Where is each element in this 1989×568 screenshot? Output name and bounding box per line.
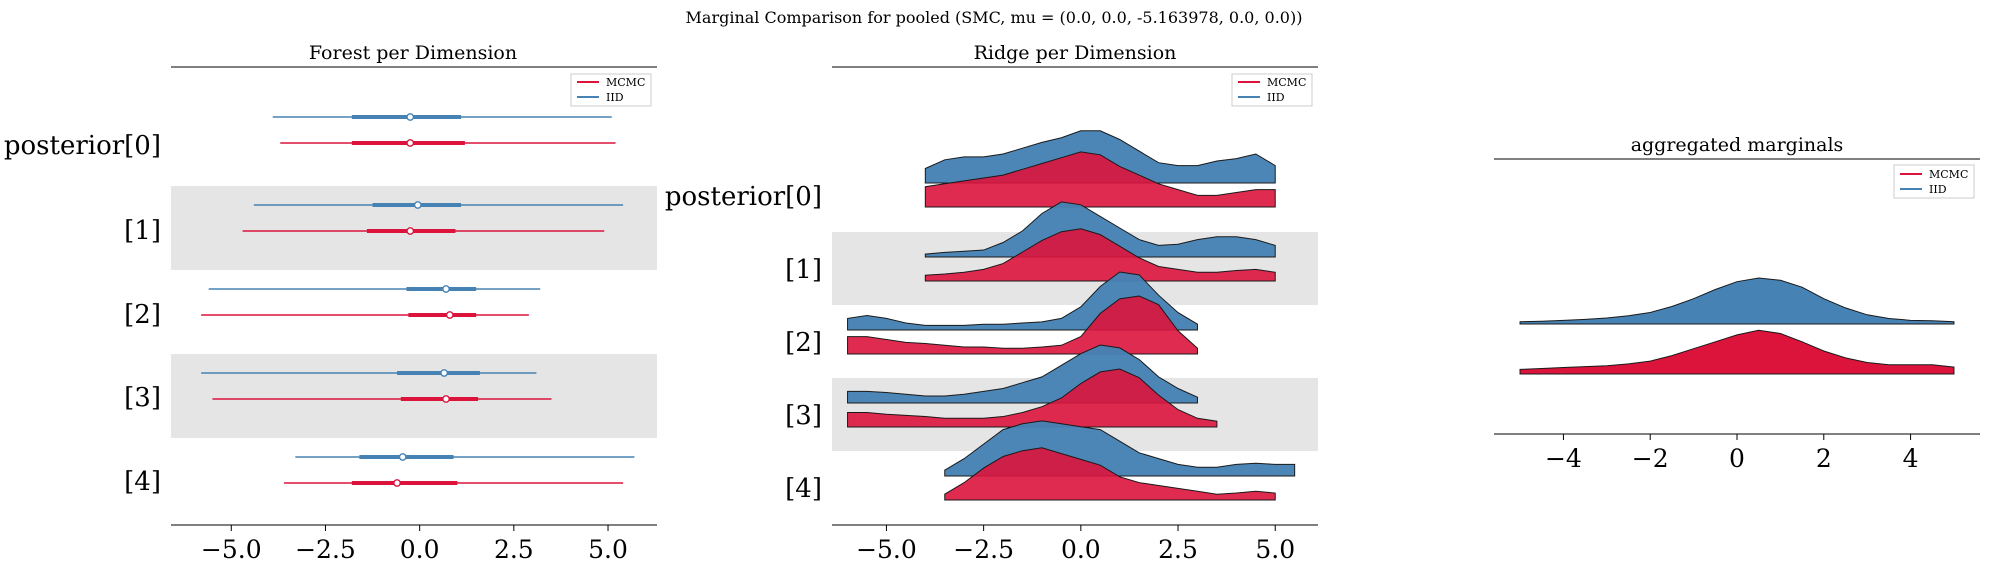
legend-mcmc-label: MCMC	[1929, 168, 1968, 181]
median-marker-mcmc	[406, 227, 415, 235]
forest-legend: MCMC IID	[570, 73, 652, 107]
median-marker-iid	[413, 201, 422, 209]
y-category-label: [3]	[785, 401, 822, 431]
x-tick-label: 2.5	[494, 535, 534, 564]
x-tick-label: 5.0	[1255, 535, 1295, 564]
x-tick-label: 0	[1729, 444, 1745, 473]
x-tick-label: −4	[1545, 444, 1582, 473]
legend-mcmc-label: MCMC	[606, 76, 645, 89]
x-tick-label: 4	[1903, 444, 1919, 473]
median-marker-mcmc	[442, 395, 450, 403]
x-tick-label: −5.0	[201, 535, 262, 564]
aggregated-panel: aggregated marginals −4 −2 0 2 4 MCMC IID	[1494, 134, 1980, 473]
median-marker-mcmc	[393, 479, 401, 487]
ridge-title: Ridge per Dimension	[974, 42, 1177, 64]
median-marker-iid	[406, 113, 415, 121]
x-tick-label: 0.0	[400, 535, 440, 564]
x-tick-label: 0.0	[1061, 535, 1101, 564]
ridge-mcmc-density	[847, 295, 1198, 355]
row-band	[171, 186, 657, 270]
y-category-label: [4]	[785, 474, 822, 504]
x-tick-label: 2	[1816, 444, 1832, 473]
aggregated-mcmc-density	[1519, 329, 1955, 375]
row-band	[171, 354, 657, 438]
aggregated-iid-density	[1519, 277, 1955, 325]
median-marker-iid	[398, 453, 407, 461]
figure-title: Marginal Comparison for pooled (SMC, mu …	[686, 8, 1303, 27]
legend-mcmc-label: MCMC	[1267, 76, 1306, 89]
ridge-mcmc-density	[924, 151, 1276, 208]
ridge-legend: MCMC IID	[1231, 73, 1313, 107]
x-tick-label: −2	[1632, 444, 1669, 473]
median-marker-mcmc	[406, 139, 415, 147]
ridge-panel: Ridge per Dimension posterior[0] [1] [2] [3…	[665, 42, 1318, 564]
y-category-label: [4]	[124, 467, 161, 497]
y-category-label: posterior[0]	[665, 182, 822, 212]
legend-iid-label: IID	[1267, 91, 1285, 104]
aggregated-legend: MCMC IID	[1893, 164, 1975, 199]
ridge-iid-density	[924, 201, 1276, 258]
median-marker-iid	[442, 285, 450, 293]
x-tick-label: 2.5	[1158, 535, 1198, 564]
legend-iid-label: IID	[1929, 183, 1947, 196]
ridge-mcmc-density	[944, 447, 1276, 501]
ridge-mcmc-density	[847, 368, 1218, 428]
y-category-label: [2]	[124, 300, 161, 330]
x-tick-label: 5.0	[588, 535, 628, 564]
y-category-label: [1]	[124, 216, 161, 246]
x-tick-label: −2.5	[295, 535, 356, 564]
forest-panel: Forest per Dimension posterior[0] [1] [2] […	[4, 42, 657, 564]
y-category-label: [2]	[785, 328, 822, 358]
legend-iid-label: IID	[606, 91, 624, 104]
y-category-label: [3]	[124, 383, 161, 413]
y-category-label: posterior[0]	[4, 131, 161, 161]
forest-title: Forest per Dimension	[309, 42, 517, 64]
y-category-label: [1]	[785, 255, 822, 285]
x-tick-label: −5.0	[856, 535, 917, 564]
aggregated-title: aggregated marginals	[1631, 134, 1844, 156]
median-marker-iid	[440, 369, 449, 377]
ridge-mcmc-density	[924, 228, 1276, 282]
x-tick-label: −2.5	[953, 535, 1014, 564]
median-marker-mcmc	[445, 311, 454, 319]
